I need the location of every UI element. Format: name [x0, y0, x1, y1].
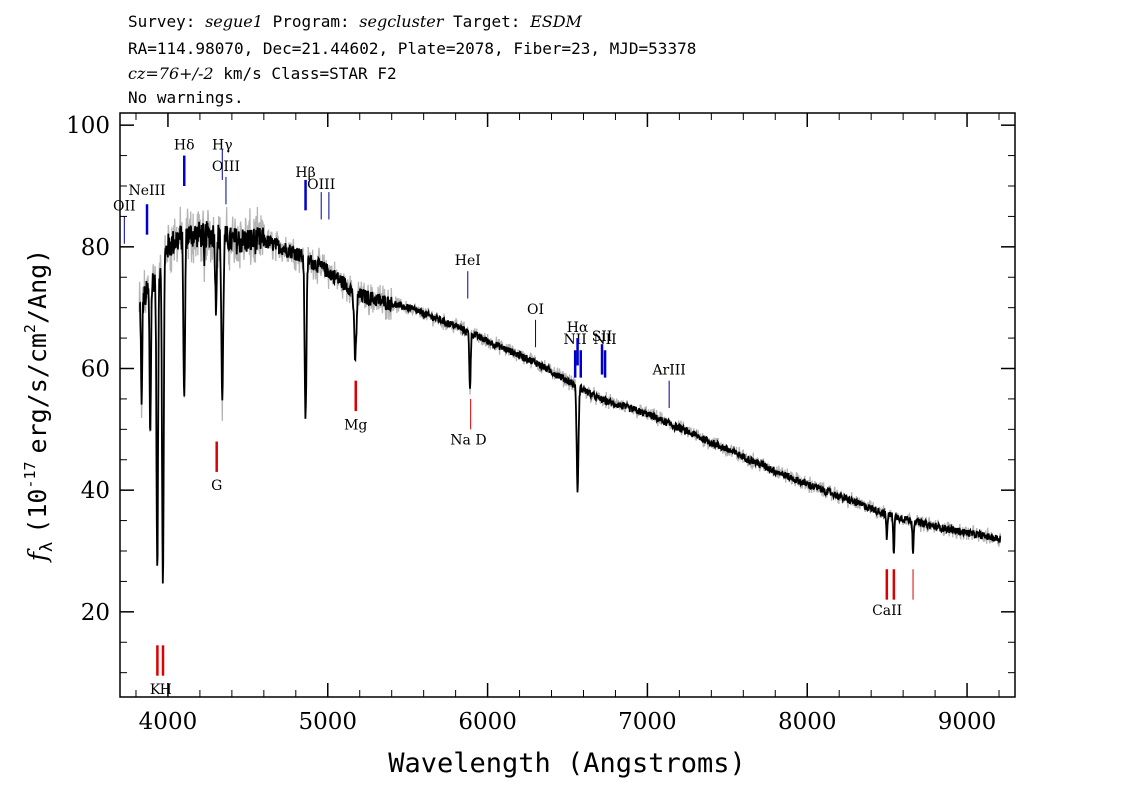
emission-label: SII	[592, 329, 613, 345]
absorption-label: Na D	[450, 433, 486, 449]
y-label-unit-c: /Ang)	[23, 249, 52, 324]
spectrum-line	[138, 221, 1002, 584]
emission-label: NeIII	[128, 183, 165, 199]
header-line-1: Survey: segue1 Program: segcluster Targe…	[128, 12, 582, 32]
target-value: ESDM	[530, 12, 582, 31]
plot-frame	[119, 112, 1016, 698]
emission-label: OIII	[307, 177, 335, 193]
x-tick-label: 9000	[938, 709, 997, 735]
spectrum-series	[138, 221, 1002, 584]
y-label-f: f	[23, 548, 52, 563]
emission-label: HeI	[455, 253, 481, 269]
absorption-label: Mg	[344, 417, 367, 433]
y-label-unit-b: erg/s/cm	[23, 333, 52, 453]
y-tick-label: 100	[66, 113, 110, 139]
y-label-exp2: 2	[21, 324, 39, 333]
x-tick-label: 6000	[458, 709, 517, 735]
y-tick-label: 40	[81, 478, 110, 504]
cz-value: cz=76+/-2	[128, 64, 214, 83]
emission-label: Hδ	[174, 138, 195, 154]
emission-label: OII	[113, 198, 136, 214]
header-line-2: RA=114.98070, Dec=21.44602, Plate=2078, …	[128, 39, 697, 58]
absorption-label: CaII	[872, 603, 902, 619]
y-tick-label: 60	[81, 357, 110, 383]
y-axis-label: fλ (10-17 erg/s/cm2/Ang)	[21, 249, 57, 563]
x-tick-label: 8000	[778, 709, 837, 735]
x-tick-label: 5000	[298, 709, 357, 735]
emission-label: Hβ	[295, 165, 315, 181]
emission-label: OIII	[212, 159, 240, 175]
survey-value: segue1	[205, 12, 263, 31]
x-tick-label: 7000	[618, 709, 677, 735]
y-label-exp: -17	[21, 461, 39, 488]
emission-label: Hα	[567, 320, 589, 336]
header-line-3: cz=76+/-2 km/s Class=STAR F2	[128, 64, 397, 84]
emission-label: ArIII	[651, 363, 685, 379]
emission-label: Hγ	[212, 138, 233, 154]
emission-label: NII	[564, 332, 587, 348]
program-value: segcluster	[359, 12, 444, 31]
absorption-label: H	[160, 682, 172, 698]
y-label-unit-a: (10	[23, 489, 52, 534]
emission-label: NII	[593, 332, 616, 348]
absorption-label: G	[211, 478, 222, 494]
x-axis-label: Wavelength (Angstroms)	[388, 748, 746, 779]
absorption-label: K	[150, 682, 161, 698]
x-tick-label: 4000	[139, 709, 198, 735]
y-tick-label: 20	[81, 600, 110, 626]
program-label: Program:	[272, 12, 350, 31]
axis-ticks: 4000 5000 6000 7000 8000 9000 20 40 60 80 100	[66, 113, 1015, 735]
y-label-lambda: λ	[37, 542, 57, 552]
y-tick-label: 80	[81, 235, 110, 261]
emission-label: OI	[527, 302, 544, 318]
target-label: Target:	[453, 12, 521, 31]
survey-label: Survey:	[128, 12, 196, 31]
class-info: km/s Class=STAR F2	[223, 64, 397, 83]
header-line-4: No warnings.	[128, 88, 244, 107]
